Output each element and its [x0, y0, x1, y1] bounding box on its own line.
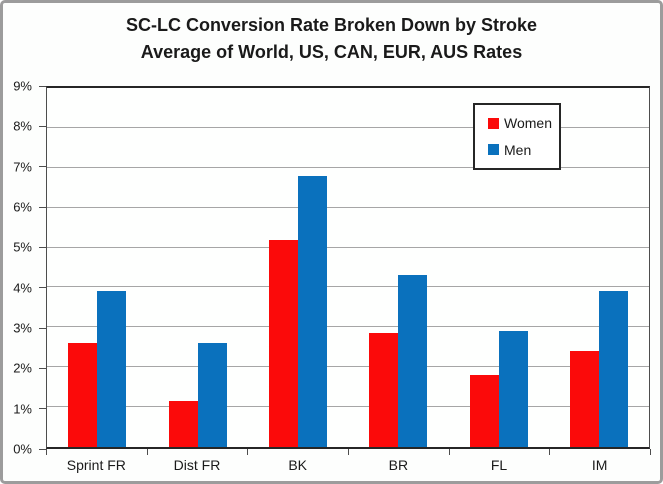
- x-tick-mark: [549, 449, 551, 455]
- bar-men-bk: [297, 175, 327, 447]
- bar-men-sprint-fr: [97, 291, 127, 447]
- y-tick-label-8%: 8%: [13, 118, 32, 134]
- bar-women-fl: [469, 375, 499, 447]
- y-tick-label-9%: 9%: [13, 78, 32, 94]
- bar-women-br: [369, 333, 399, 447]
- bar-women-bk: [268, 239, 298, 447]
- legend-item-women: Women: [488, 115, 559, 131]
- x-label-im: IM: [591, 457, 608, 473]
- gridline-7%: [47, 166, 649, 168]
- y-tick-mark: [39, 327, 46, 329]
- gridline-4%: [47, 286, 649, 288]
- x-label-bk: BK: [288, 457, 307, 473]
- legend-swatch-men-icon: [488, 144, 499, 156]
- gridline-2%: [47, 366, 649, 368]
- bar-women-im: [569, 351, 599, 447]
- x-label-dist-fr: Dist FR: [173, 457, 221, 473]
- x-tick-mark: [46, 449, 47, 455]
- x-tick-mark: [146, 449, 148, 455]
- y-tick-label-4%: 4%: [13, 280, 32, 296]
- x-tick-mark: [650, 449, 651, 455]
- y-tick-mark: [39, 408, 46, 410]
- gridline-8%: [47, 126, 649, 128]
- bar-men-dist-fr: [197, 343, 227, 447]
- y-tick-mark: [39, 287, 46, 289]
- y-tick-mark: [39, 125, 46, 127]
- y-tick-mark: [39, 85, 46, 87]
- legend: Women Men: [473, 103, 561, 170]
- chart-title-line2: Average of World, US, CAN, EUR, AUS Rate…: [140, 42, 523, 62]
- gridline-3%: [47, 326, 649, 328]
- chart-title: SC-LC Conversion Rate Broken Down by Str…: [3, 12, 660, 66]
- y-tick-mark: [39, 166, 46, 168]
- legend-item-men: Men: [488, 142, 559, 158]
- x-axis: Sprint FR Dist FR BK BR FL IM: [46, 449, 651, 481]
- x-label-sprint-fr: Sprint FR: [66, 457, 126, 473]
- bar-men-im: [598, 291, 628, 447]
- chart-title-line1: SC-LC Conversion Rate Broken Down by Str…: [125, 15, 538, 35]
- x-label-br: BR: [388, 457, 409, 473]
- y-tick-mark: [39, 246, 46, 248]
- y-tick-label-7%: 7%: [13, 159, 32, 175]
- y-tick-label-1%: 1%: [13, 401, 32, 417]
- y-tick-mark: [39, 367, 46, 369]
- legend-swatch-women-icon: [488, 117, 499, 129]
- y-tick-label-2%: 2%: [13, 360, 32, 376]
- x-label-fl: FL: [490, 457, 508, 473]
- bar-women-dist-fr: [168, 401, 198, 447]
- bar-men-br: [398, 275, 428, 447]
- gridline-1%: [47, 406, 649, 408]
- y-tick-label-5%: 5%: [13, 239, 32, 255]
- bar-women-sprint-fr: [68, 343, 98, 447]
- gridline-6%: [47, 206, 649, 208]
- y-tick-label-3%: 3%: [13, 320, 32, 336]
- gridline-5%: [47, 246, 649, 248]
- x-tick-mark: [448, 449, 450, 455]
- bar-men-fl: [498, 331, 528, 447]
- legend-label-men: Men: [504, 141, 532, 158]
- y-axis: 0% 1% 2% 3% 4% 5% 6% 7% 8% 9%: [3, 79, 46, 457]
- y-tick-mark: [39, 448, 46, 450]
- x-tick-mark: [247, 449, 249, 455]
- y-tick-mark: [39, 206, 46, 208]
- legend-label-women: Women: [504, 115, 552, 132]
- y-tick-label-0%: 0%: [13, 441, 32, 457]
- y-tick-label-6%: 6%: [13, 199, 32, 215]
- x-tick-mark: [348, 449, 349, 455]
